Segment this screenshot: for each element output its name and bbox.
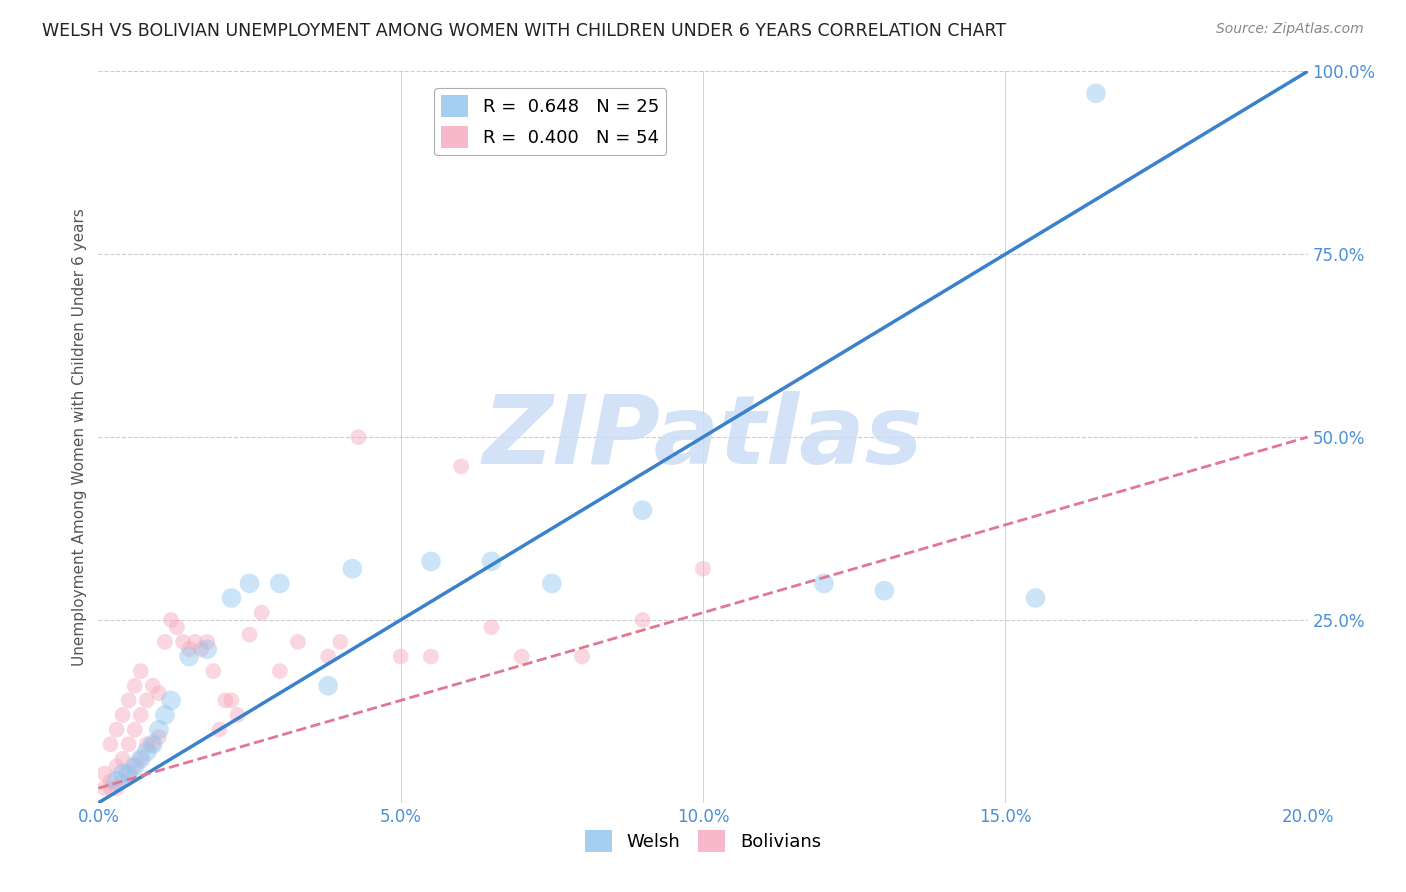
Point [329,635,352,649]
Point [190,642,212,657]
Point [342,562,364,576]
Point [208,723,231,737]
Point [111,752,134,766]
Point [510,649,533,664]
Point [129,752,152,766]
Point [873,583,896,598]
Point [105,759,128,773]
Point [148,686,170,700]
Point [129,752,152,766]
Point [250,606,273,620]
Point [389,649,412,664]
Point [118,737,141,751]
Point [135,737,157,751]
Text: ZIPatlas: ZIPatlas [482,391,924,483]
Point [1024,591,1046,605]
Point [142,737,165,751]
Point [195,642,218,657]
Point [631,613,654,627]
Point [142,679,165,693]
Y-axis label: Unemployment Among Women with Children Under 6 years: Unemployment Among Women with Children U… [72,208,87,666]
Point [287,635,309,649]
Point [202,664,225,678]
Point [316,649,339,664]
Point [214,693,236,707]
Point [111,708,134,723]
Point [105,773,128,788]
Point [111,773,134,788]
Legend: Welsh, Bolivians: Welsh, Bolivians [578,823,828,860]
Point [124,679,146,693]
Point [481,620,503,634]
Point [420,649,443,664]
Point [129,708,152,723]
Text: Source: ZipAtlas.com: Source: ZipAtlas.com [1216,22,1364,37]
Point [100,781,122,796]
Point [111,766,134,780]
Point [179,642,201,657]
Point [172,635,194,649]
Point [153,708,176,723]
Point [148,730,170,744]
Point [540,576,562,591]
Point [813,576,835,591]
Point [239,627,262,641]
Point [269,576,291,591]
Point [481,554,503,568]
Point [239,576,262,591]
Point [226,708,249,723]
Point [692,562,714,576]
Point [100,737,122,751]
Point [347,430,370,444]
Point [160,613,183,627]
Point [184,635,207,649]
Point [179,649,201,664]
Point [316,679,339,693]
Point [142,737,165,751]
Point [105,723,128,737]
Point [129,664,152,678]
Text: WELSH VS BOLIVIAN UNEMPLOYMENT AMONG WOMEN WITH CHILDREN UNDER 6 YEARS CORRELATI: WELSH VS BOLIVIAN UNEMPLOYMENT AMONG WOM… [42,22,1007,40]
Point [269,664,291,678]
Point [124,759,146,773]
Point [124,723,146,737]
Point [93,781,115,796]
Point [160,693,183,707]
Point [1085,87,1108,101]
Point [450,459,472,474]
Point [118,693,141,707]
Point [153,635,176,649]
Point [195,635,218,649]
Point [124,759,146,773]
Point [571,649,593,664]
Point [420,554,443,568]
Point [105,781,128,796]
Point [221,693,243,707]
Point [93,766,115,780]
Point [166,620,188,634]
Point [135,693,157,707]
Point [100,773,122,788]
Point [221,591,243,605]
Point [148,723,170,737]
Point [631,503,654,517]
Point [118,766,141,780]
Point [118,766,141,780]
Point [135,745,157,759]
